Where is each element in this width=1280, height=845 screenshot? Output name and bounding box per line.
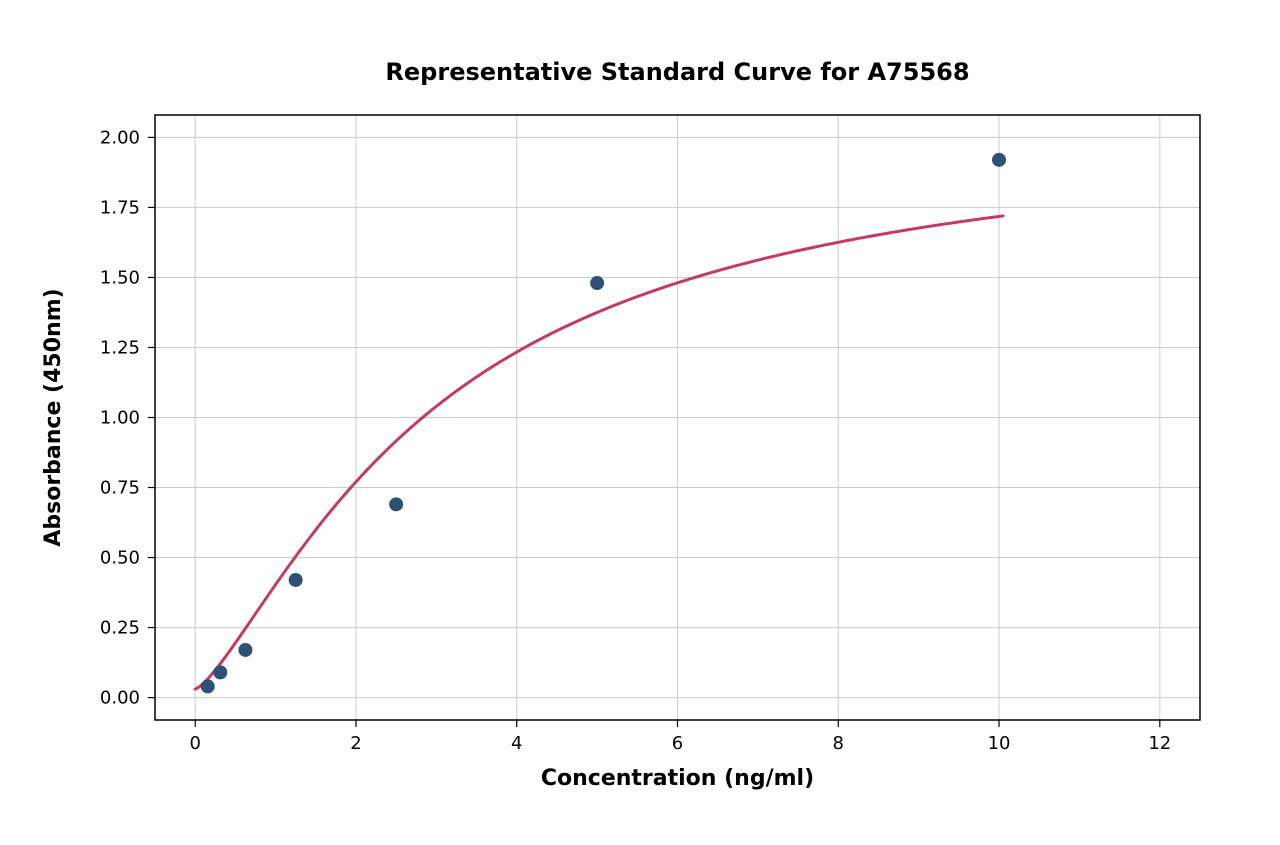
y-tick-label: 1.25 <box>100 337 140 358</box>
y-tick-label: 1.00 <box>100 408 140 429</box>
x-tick-label: 8 <box>833 733 844 754</box>
plot-area: 0 2 4 6 8 10 12 0.00 0.25 0.50 0.75 1.00 1.25 1.50 1.7… <box>100 115 1200 754</box>
y-tick-label: 0.75 <box>100 478 140 499</box>
x-tick-label: 12 <box>1148 733 1171 754</box>
data-point <box>389 497 403 511</box>
x-tick-label: 4 <box>511 733 522 754</box>
data-point <box>213 665 227 679</box>
chart-title: Representative Standard Curve for A75568 <box>385 58 969 86</box>
x-tick-label: 10 <box>988 733 1011 754</box>
data-point <box>238 643 252 657</box>
y-tick-label: 0.50 <box>100 548 140 569</box>
standard-curve-chart: 0 2 4 6 8 10 12 0.00 0.25 0.50 0.75 1.00 1.25 1.50 1.7… <box>0 0 1280 845</box>
x-tick-label: 0 <box>189 733 200 754</box>
x-axis-label: Concentration (ng/ml) <box>541 766 814 791</box>
data-point <box>590 276 604 290</box>
y-tick-label: 0.25 <box>100 618 140 639</box>
x-tick-label: 6 <box>672 733 683 754</box>
data-point <box>992 153 1006 167</box>
y-tick-label: 2.00 <box>100 127 140 148</box>
data-point <box>289 573 303 587</box>
data-point <box>201 679 215 693</box>
x-tick-label: 2 <box>350 733 361 754</box>
chart-container: 0 2 4 6 8 10 12 0.00 0.25 0.50 0.75 1.00 1.25 1.50 1.7… <box>0 0 1280 845</box>
y-tick-label: 1.50 <box>100 267 140 288</box>
y-tick-label: 0.00 <box>100 688 140 709</box>
y-axis-label: Absorbance (450nm) <box>41 288 66 546</box>
y-tick-label: 1.75 <box>100 197 140 218</box>
